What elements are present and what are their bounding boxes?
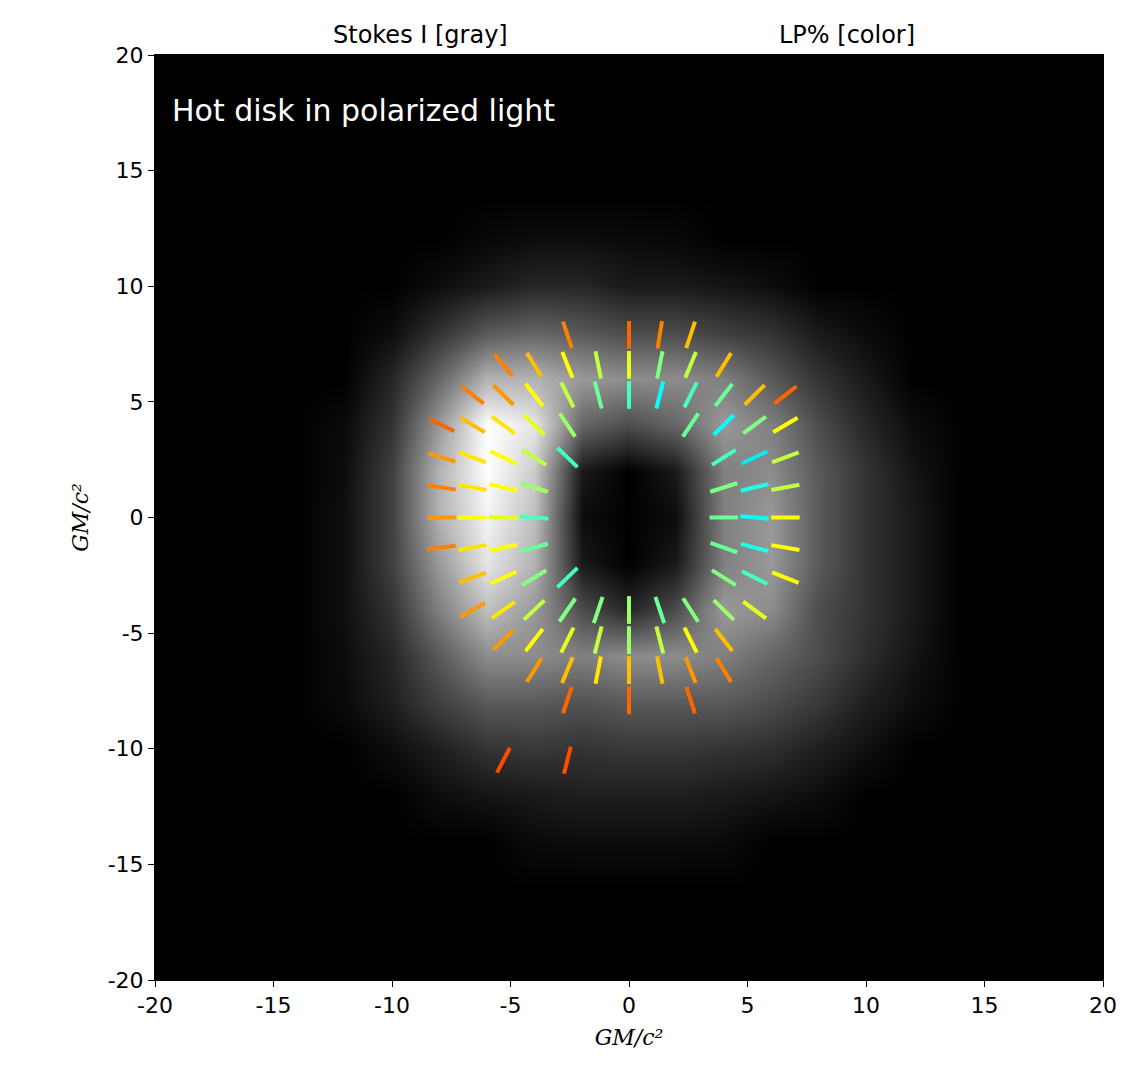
svg-text:0: 0	[130, 505, 144, 530]
svg-text:15: 15	[116, 158, 144, 183]
svg-text:LP% [color]: LP% [color]	[779, 21, 915, 49]
svg-text:-5: -5	[122, 621, 144, 646]
svg-text:GM/c²: GM/c²	[595, 1025, 664, 1050]
svg-text:-10: -10	[374, 993, 410, 1018]
svg-text:-15: -15	[256, 993, 292, 1018]
svg-text:5: 5	[130, 390, 144, 415]
svg-text:GM/c²: GM/c²	[68, 483, 93, 552]
svg-text:Stokes I [gray]: Stokes I [gray]	[333, 21, 508, 49]
svg-text:20: 20	[116, 43, 144, 68]
svg-text:10: 10	[116, 274, 144, 299]
svg-text:0: 0	[622, 993, 636, 1018]
svg-text:Hot disk in polarized light: Hot disk in polarized light	[172, 93, 555, 128]
svg-text:5: 5	[741, 993, 755, 1018]
svg-text:20: 20	[1089, 993, 1117, 1018]
svg-text:10: 10	[852, 993, 880, 1018]
svg-text:15: 15	[971, 993, 999, 1018]
svg-text:-5: -5	[500, 993, 522, 1018]
svg-text:-10: -10	[108, 736, 144, 761]
svg-text:-20: -20	[137, 993, 173, 1018]
svg-text:-15: -15	[108, 852, 144, 877]
svg-text:-20: -20	[108, 968, 144, 993]
